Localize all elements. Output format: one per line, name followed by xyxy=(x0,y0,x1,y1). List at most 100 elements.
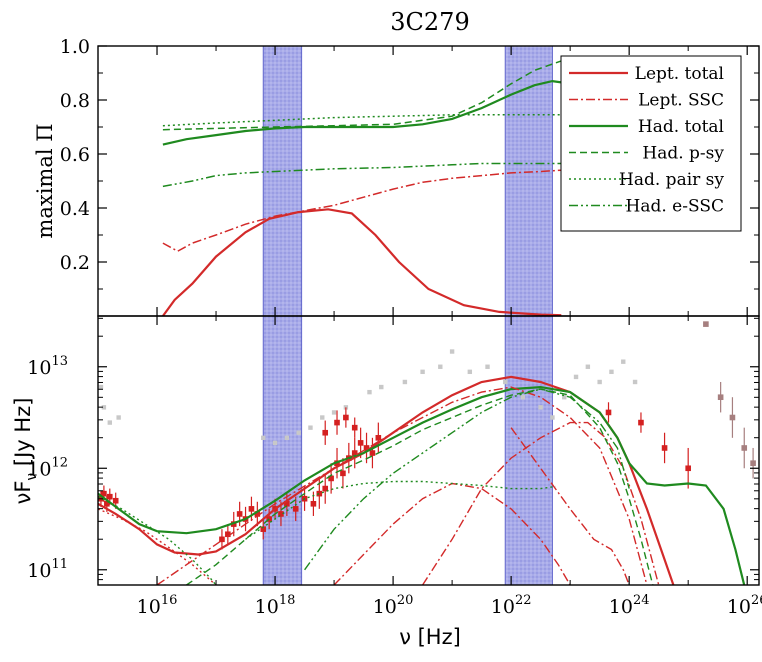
grey-data-point xyxy=(485,365,489,369)
polarization-panel xyxy=(163,61,561,316)
grey-data-point xyxy=(99,385,103,389)
x-tick-exponent: 24 xyxy=(633,593,650,608)
bottom-y-tick-label: 1011 xyxy=(27,557,68,582)
grey-data-point xyxy=(468,370,472,374)
y-tick-exponent: 11 xyxy=(51,557,68,572)
grey-data-point xyxy=(597,380,601,384)
red-data-point xyxy=(638,420,644,426)
x-tick-exponent: 18 xyxy=(279,593,296,608)
grey-data-point xyxy=(438,365,442,369)
brown-data-point xyxy=(730,415,736,421)
top-y-tick-label: 0.8 xyxy=(60,90,90,112)
red-data-point xyxy=(107,494,113,500)
grey-data-point xyxy=(273,441,277,445)
legend-label: Had. pair sy xyxy=(619,170,724,190)
top-series-had-pair-sy xyxy=(163,115,561,126)
grey-data-point xyxy=(450,349,454,353)
legend-label: Lept. SSC xyxy=(638,91,724,111)
legend: Lept. total Lept. SSC Had. total Had. p-sy H… xyxy=(561,56,741,231)
red-data-point xyxy=(293,506,299,512)
grey-data-point xyxy=(586,365,590,369)
x-tick-base: 10 xyxy=(609,596,633,618)
grey-data-point xyxy=(367,390,371,394)
grey-data-point xyxy=(621,359,625,363)
grey-data-point xyxy=(633,380,637,384)
x-tick-base: 10 xyxy=(491,596,515,618)
x-tick-exponent: 22 xyxy=(515,593,532,608)
x-tick-label: 1026 xyxy=(727,593,762,618)
ylabel-sub: ν xyxy=(24,473,40,481)
top-y-axis-label: maximal Π xyxy=(33,123,57,238)
x-tick-label: 1022 xyxy=(491,593,532,618)
red-data-point xyxy=(606,410,612,416)
x-tick-base: 10 xyxy=(373,596,397,618)
legend-label: Had. p-sy xyxy=(642,144,724,164)
sed-series-had-e-sy xyxy=(98,497,216,585)
x-tick-exponent: 26 xyxy=(751,593,762,608)
bottom-y-axis-label: νFν [Jy Hz] xyxy=(11,398,40,505)
top-y-tick-label: 0.2 xyxy=(60,252,90,274)
red-data-point xyxy=(113,498,119,504)
x-tick-exponent: 16 xyxy=(161,593,178,608)
x-tick-label: 1018 xyxy=(255,593,296,618)
red-data-point xyxy=(249,506,255,512)
red-data-point xyxy=(343,415,349,421)
x-tick-label: 1016 xyxy=(137,593,178,618)
brown-data-point xyxy=(750,460,756,466)
chart-title: 3C279 xyxy=(390,8,469,36)
red-data-point xyxy=(334,420,340,426)
red-data-point xyxy=(340,471,346,477)
x-axis-label: ν [Hz] xyxy=(399,625,461,649)
sed-series-lept-ssc xyxy=(157,387,647,585)
grey-data-point xyxy=(550,415,554,419)
red-data-point xyxy=(370,450,376,456)
grey-data-point xyxy=(320,415,324,419)
red-data-point xyxy=(662,445,668,451)
x-tick-label: 1024 xyxy=(609,593,650,618)
y-tick-exponent: 12 xyxy=(51,455,68,470)
y-tick-base: 10 xyxy=(27,357,51,379)
top-y-tick-label: 0.6 xyxy=(60,144,90,166)
grey-data-point xyxy=(403,380,407,384)
top-series-had-p-sy xyxy=(163,61,561,130)
red-data-point xyxy=(358,440,364,446)
sed-panel xyxy=(98,321,756,585)
grey-data-point xyxy=(261,436,265,440)
brown-data-point xyxy=(703,321,709,327)
grey-data-point xyxy=(503,380,507,384)
top-y-tick-label: 1.0 xyxy=(60,36,90,58)
sed-series-had-e-ssc xyxy=(305,389,630,570)
red-data-point xyxy=(685,465,691,471)
legend-label: Had. total xyxy=(638,117,724,137)
x-tick-exponent: 20 xyxy=(397,593,414,608)
legend-label: Lept. total xyxy=(635,64,724,84)
brown-data-point xyxy=(741,445,747,451)
grey-data-point xyxy=(108,420,112,424)
grey-data-point xyxy=(116,415,120,419)
red-data-point xyxy=(311,501,317,507)
grey-data-point xyxy=(379,385,383,389)
y-tick-base: 10 xyxy=(27,560,51,582)
red-data-point xyxy=(322,430,328,436)
top-series-lept-total xyxy=(163,209,561,316)
sed-series-lept-total xyxy=(98,377,673,585)
top-y-tick-label: 0.4 xyxy=(60,198,90,220)
grey-data-point xyxy=(609,370,613,374)
grey-data-point xyxy=(332,410,336,414)
legend-label: Had. e-SSC xyxy=(626,197,724,217)
x-tick-base: 10 xyxy=(727,596,751,618)
red-data-point xyxy=(352,425,358,431)
top-series-lept-ssc xyxy=(163,170,561,251)
ylabel-rest: [Jy Hz] xyxy=(11,398,35,473)
top-series-had-e-ssc xyxy=(163,164,561,187)
red-data-point xyxy=(237,511,243,517)
y-tick-exponent: 13 xyxy=(51,354,68,369)
x-tick-base: 10 xyxy=(255,596,279,618)
brown-data-point xyxy=(718,394,724,400)
grey-data-point xyxy=(521,395,525,399)
grey-data-point xyxy=(296,431,300,435)
grey-data-point xyxy=(285,436,289,440)
sed-series-lept-sync xyxy=(98,509,216,585)
